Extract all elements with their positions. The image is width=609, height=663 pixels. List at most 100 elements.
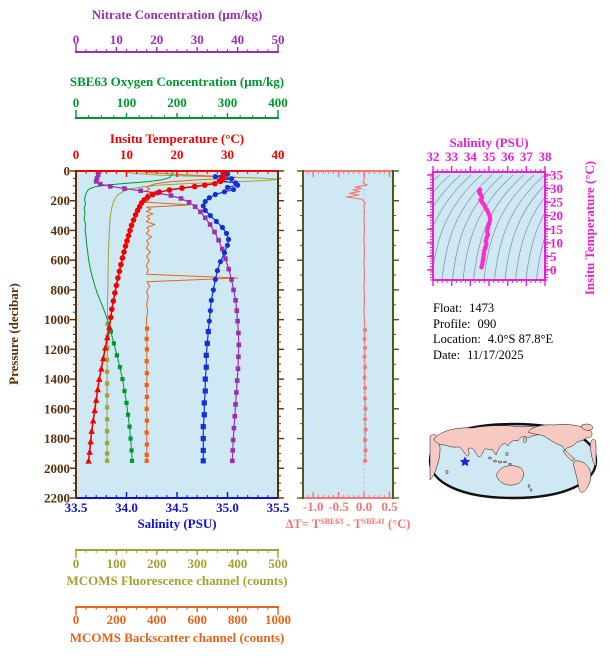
svg-text:0: 0 [73, 147, 80, 162]
fluorescence-axis-title: MCOMS Fluorescence channel (counts) [66, 573, 288, 588]
profile-label: Profile: [433, 316, 471, 331]
profile-oxygen [83, 170, 174, 463]
map-right-edge-land [590, 439, 597, 467]
svg-text:40: 40 [231, 32, 244, 47]
svg-text:30: 30 [550, 181, 563, 196]
svg-text:-1.0: -1.0 [303, 499, 324, 514]
svg-text:1600: 1600 [44, 401, 70, 416]
map-island [497, 460, 503, 464]
temperature-axis-title: Insitu Temperature (°C) [109, 131, 245, 146]
svg-text:10: 10 [550, 235, 563, 250]
dt-suffix: (°C) [384, 517, 411, 531]
float-value: 1473 [469, 301, 495, 315]
pressure-axis-title: Pressure (decibar) [6, 283, 21, 385]
date-value: 11/17/2025 [467, 347, 524, 362]
ts-temperature-axis-title: Insitu Temperature (°C) [582, 160, 597, 296]
map-island [488, 456, 492, 460]
dt-prefix: ΔT= T [285, 517, 321, 531]
svg-text:300: 300 [187, 556, 207, 571]
float-label: Float: [433, 301, 463, 315]
oxygen-axis-title: SBE63 Oxygen Concentration (μm/kg) [69, 74, 285, 89]
dt-sup1: SBE63 [320, 517, 344, 526]
svg-text:0: 0 [550, 262, 557, 277]
fluorescence-axis: 0 100 200 300 400 500 [73, 549, 288, 571]
mid-plot-area [303, 171, 393, 498]
svg-text:1800: 1800 [44, 431, 70, 446]
svg-text:1000: 1000 [44, 312, 70, 327]
profile-backscatter [134, 170, 239, 463]
ts-profile-curve [476, 187, 493, 270]
map-island [508, 462, 512, 466]
pressure-axis: 0 200 400 600 800 1000 1200 1400 1600 1800 2000 220… [44, 164, 77, 506]
svg-text:50: 50 [272, 32, 285, 47]
world-map [428, 422, 598, 500]
svg-text:200: 200 [51, 193, 71, 208]
svg-text:1200: 1200 [44, 342, 70, 357]
svg-text:10: 10 [120, 147, 133, 162]
dt-top-axis [302, 170, 394, 177]
svg-text:0: 0 [64, 164, 71, 179]
svg-text:300: 300 [218, 95, 238, 110]
svg-text:34: 34 [464, 149, 478, 164]
svg-text:800: 800 [228, 612, 248, 627]
float-info-block: Float: 1473 Profile: 090 Location: 4.0°S 87… [433, 301, 553, 363]
svg-text:30: 30 [221, 147, 234, 162]
svg-text:38: 38 [539, 149, 553, 164]
map-new-zealand [529, 488, 533, 492]
map-island [503, 460, 507, 464]
dt-left-axis [297, 170, 304, 499]
svg-text:400: 400 [147, 612, 167, 627]
backscatter-axis: 0 200 400 600 800 1000 [73, 606, 291, 627]
dt-mid: - T [343, 517, 362, 531]
nitrate-axis-title: Nitrate Concentration (μm/kg) [91, 7, 263, 22]
svg-text:200: 200 [147, 556, 167, 571]
float-info-line: Float: 1473 [433, 301, 553, 317]
svg-text:40: 40 [272, 147, 285, 162]
svg-text:0: 0 [73, 556, 80, 571]
dt-sup2: SBE41 [361, 517, 385, 526]
dt-right-axis [392, 170, 399, 499]
svg-text:35: 35 [550, 168, 564, 183]
map-eurasia [433, 425, 543, 457]
svg-text:20: 20 [171, 147, 184, 162]
profile-temperature [85, 170, 227, 464]
svg-text:0: 0 [73, 95, 80, 110]
svg-text:20: 20 [150, 32, 163, 47]
oxygen-axis: 0 100 200 300 400 [73, 95, 288, 119]
svg-text:20: 20 [550, 208, 563, 223]
salinity-axis-title: Salinity (PSU) [137, 516, 217, 531]
profile-delta-t [345, 170, 368, 463]
location-value: 4.0°S 87.8°E [487, 332, 554, 346]
map-south-america [573, 460, 591, 493]
svg-text:1000: 1000 [265, 612, 291, 627]
svg-text:400: 400 [228, 556, 248, 571]
map-central-america [562, 449, 576, 462]
temperature-axis: 0 10 20 30 40 [73, 147, 285, 177]
svg-text:2000: 2000 [44, 461, 70, 476]
svg-text:35.0: 35.0 [216, 500, 239, 515]
delta-t-axis-title: ΔT= TSBE63 - TSBE41 (°C) [258, 517, 438, 532]
svg-text:34.5: 34.5 [166, 500, 189, 515]
map-island [492, 459, 498, 463]
svg-text:33: 33 [445, 149, 459, 164]
ts-salinity-axis: 32 33 34 35 36 37 38 [427, 149, 553, 173]
map-north-america [527, 424, 593, 451]
svg-text:34.0: 34.0 [115, 500, 138, 515]
svg-text:32: 32 [427, 149, 440, 164]
svg-text:0: 0 [73, 612, 80, 627]
ts-bottom-axis [432, 279, 546, 286]
svg-text:100: 100 [117, 95, 137, 110]
svg-text:0.5: 0.5 [381, 499, 398, 514]
svg-text:500: 500 [268, 556, 288, 571]
map-new-zealand [527, 484, 531, 488]
nitrate-axis: 0 10 20 30 40 50 [73, 32, 285, 53]
backscatter-axis-title: MCOMS Backscatter channel (counts) [69, 630, 285, 645]
svg-text:2200: 2200 [44, 491, 70, 506]
svg-text:5: 5 [550, 249, 557, 264]
map-japan [523, 437, 527, 443]
svg-text:15: 15 [550, 222, 564, 237]
float-location-star [459, 456, 471, 467]
